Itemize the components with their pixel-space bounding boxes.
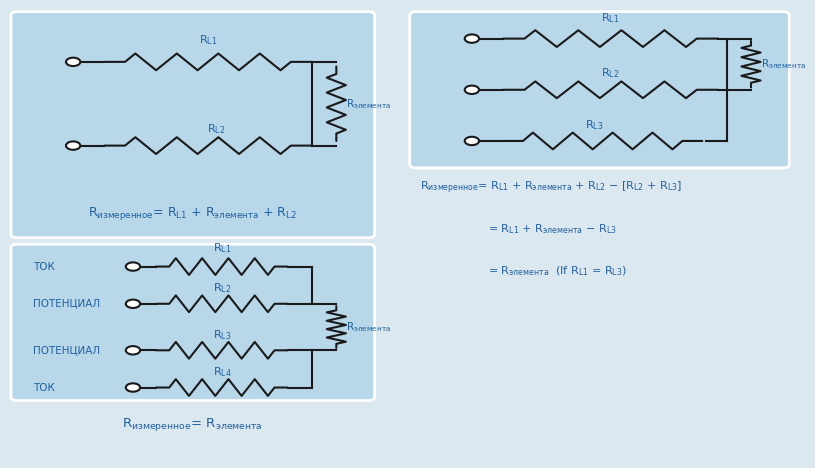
Text: R$_{\mathsf{измеренное}}$= R$_{\mathsf{L1}}$ + R$_{\mathsf{элемента}}$ + R$_{\ma: R$_{\mathsf{измеренное}}$= R$_{\mathsf{L…: [420, 179, 682, 196]
Circle shape: [126, 300, 140, 308]
Text: R$_{\mathsf{измеренное}}$= R$_{\mathsf{элемента}}$: R$_{\mathsf{измеренное}}$= R$_{\mathsf{э…: [122, 416, 263, 433]
Text: = R$_{\mathsf{L1}}$ + R$_{\mathsf{элемента}}$ $-$ R$_{\mathsf{L3}}$: = R$_{\mathsf{L1}}$ + R$_{\mathsf{элемен…: [488, 222, 617, 236]
Text: R$_{\mathsf{L2}}$: R$_{\mathsf{L2}}$: [213, 282, 231, 295]
Circle shape: [126, 346, 140, 354]
Text: ПОТЕНЦИАЛ: ПОТЕНЦИАЛ: [33, 345, 100, 355]
FancyBboxPatch shape: [410, 12, 789, 168]
FancyBboxPatch shape: [11, 244, 375, 401]
Text: ПОТЕНЦИАЛ: ПОТЕНЦИАЛ: [33, 299, 100, 309]
Text: R$_{\mathsf{L1}}$: R$_{\mathsf{L1}}$: [199, 33, 217, 46]
Circle shape: [126, 263, 140, 271]
Circle shape: [126, 383, 140, 392]
Text: ТОК: ТОК: [33, 262, 55, 271]
Circle shape: [66, 141, 81, 150]
Circle shape: [66, 58, 81, 66]
Text: R$_{\mathsf{L4}}$: R$_{\mathsf{L4}}$: [213, 366, 231, 379]
Text: R$_{\mathsf{L3}}$: R$_{\mathsf{L3}}$: [585, 118, 604, 132]
Text: R$_{\mathsf{L2}}$: R$_{\mathsf{L2}}$: [207, 123, 225, 136]
Text: R$_{\mathsf{элемента}}$: R$_{\mathsf{элемента}}$: [760, 57, 806, 71]
FancyBboxPatch shape: [11, 12, 375, 238]
Text: R$_{\mathsf{измеренное}}$= R$_{\mathsf{L1}}$ + R$_{\mathsf{элемента}}$ + R$_{\ma: R$_{\mathsf{измеренное}}$= R$_{\mathsf{L…: [88, 205, 297, 222]
Text: = R$_{\mathsf{элемента}}$  (If R$_{\mathsf{L1}}$ = R$_{\mathsf{L3}}$): = R$_{\mathsf{элемента}}$ (If R$_{\maths…: [488, 264, 627, 278]
Text: R$_{\mathsf{L1}}$: R$_{\mathsf{L1}}$: [213, 241, 231, 255]
Text: R$_{\mathsf{L2}}$: R$_{\mathsf{L2}}$: [601, 66, 619, 80]
Text: ТОК: ТОК: [33, 382, 55, 393]
Text: R$_{\mathsf{элемента}}$: R$_{\mathsf{элемента}}$: [346, 97, 391, 110]
Circle shape: [465, 137, 479, 145]
Circle shape: [465, 86, 479, 94]
Text: R$_{\mathsf{L3}}$: R$_{\mathsf{L3}}$: [213, 328, 231, 342]
Circle shape: [465, 35, 479, 43]
Text: R$_{\mathsf{элемента}}$: R$_{\mathsf{элемента}}$: [346, 320, 391, 334]
Text: R$_{\mathsf{L1}}$: R$_{\mathsf{L1}}$: [601, 11, 620, 25]
